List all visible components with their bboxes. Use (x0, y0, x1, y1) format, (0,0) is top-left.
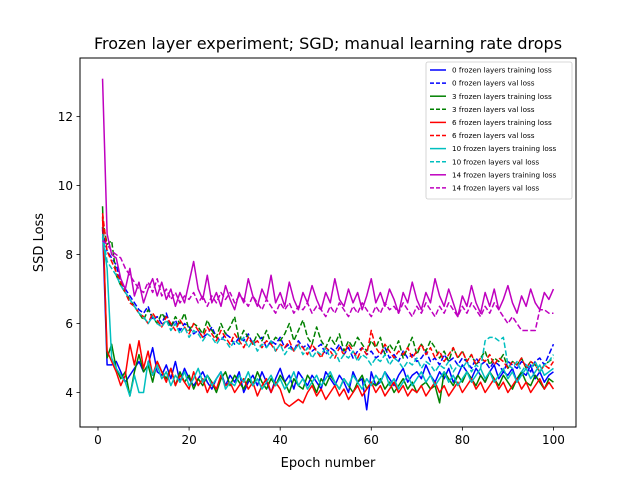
legend-label: 0 frozen layers val loss (452, 79, 535, 88)
legend-label: 14 frozen layers val loss (452, 184, 539, 193)
y-tick-label: 4 (65, 386, 73, 400)
x-tick-label: 100 (542, 433, 565, 447)
series-line-9 (101, 78, 555, 318)
legend-label: 6 frozen layers val loss (452, 131, 535, 140)
y-tick-label: 12 (58, 110, 73, 124)
legend-label: 0 frozen layers training loss (452, 66, 552, 75)
chart-title: Frozen layer experiment; SGD; manual lea… (94, 34, 562, 53)
legend-box (425, 61, 573, 200)
series-line-8 (101, 233, 555, 373)
series-line-7 (101, 237, 554, 397)
y-axis: 4 6 8 10 12 (58, 110, 80, 400)
y-tick-label: 10 (58, 179, 73, 193)
legend-label: 3 frozen layers training loss (452, 92, 552, 101)
legend: 0 frozen layers training loss 0 frozen la… (425, 61, 573, 200)
legend-label: 10 frozen layers val loss (452, 157, 539, 166)
series-line-10 (102, 240, 554, 332)
x-tick-label: 80 (455, 433, 470, 447)
series-line-5 (101, 216, 555, 408)
legend-label: 3 frozen layers val loss (452, 105, 535, 114)
x-tick-label: 0 (94, 433, 102, 447)
series-line-6 (101, 213, 555, 373)
legend-label: 6 frozen layers training loss (452, 118, 552, 127)
y-tick-label: 6 (65, 317, 73, 331)
x-tick-label: 60 (364, 433, 379, 447)
y-axis-label: SSD Loss (32, 213, 47, 272)
y-tick-label: 8 (65, 248, 73, 262)
x-axis: 0 20 40 60 80 100 (94, 427, 565, 447)
legend-label: 10 frozen layers training loss (452, 144, 557, 153)
x-tick-label: 40 (273, 433, 288, 447)
x-tick-label: 20 (181, 433, 196, 447)
plot-frame (79, 57, 577, 428)
x-axis-label: Epoch number (281, 456, 376, 471)
series-layer (101, 78, 555, 411)
legend-label: 14 frozen layers training loss (452, 170, 557, 179)
